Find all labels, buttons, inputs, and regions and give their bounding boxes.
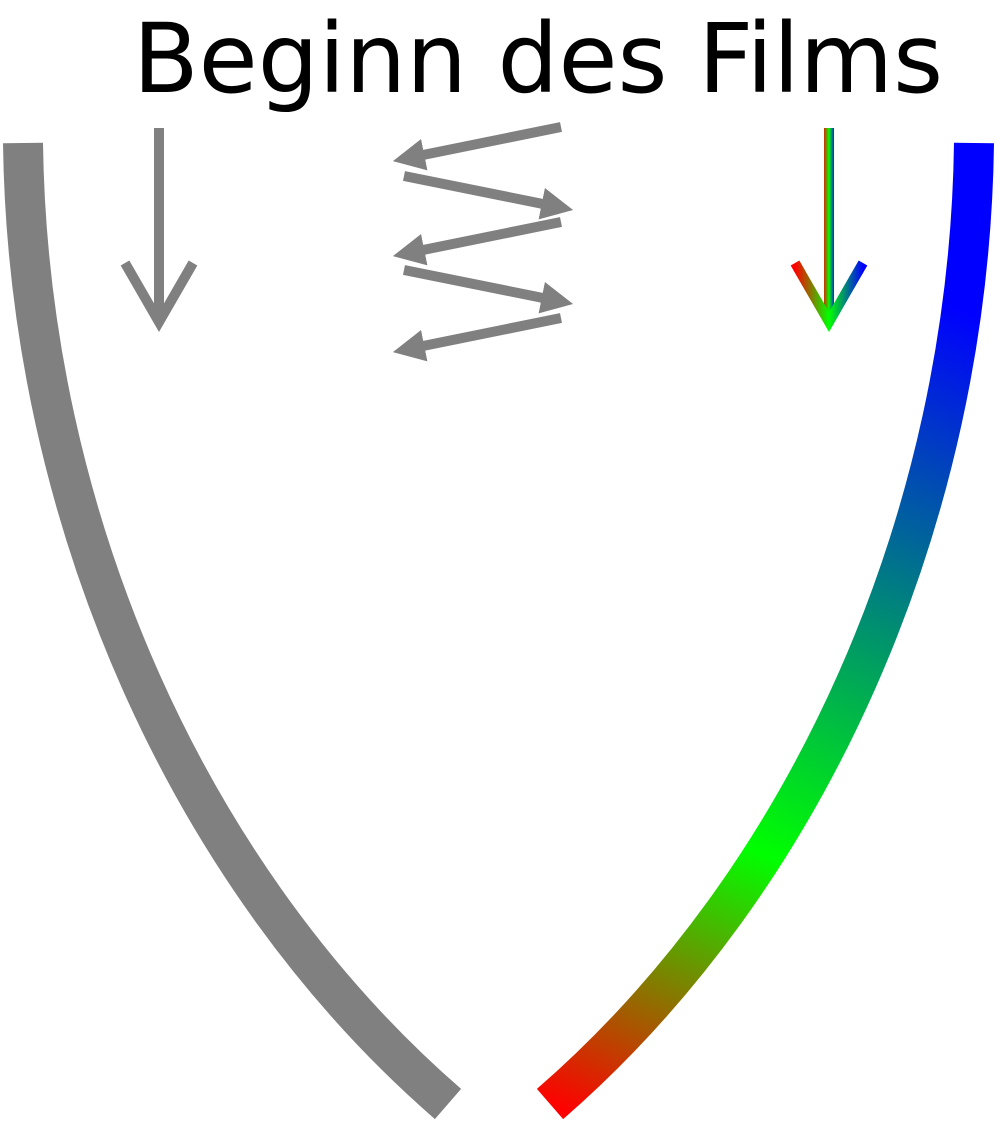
gray-arc [3, 142, 462, 1120]
gray-down-arrow [120, 128, 198, 333]
color-down-arrow [790, 128, 868, 333]
title: Beginn des Films [133, 3, 943, 115]
zigzag-arrows [392, 122, 574, 362]
color-arc [536, 142, 994, 1120]
